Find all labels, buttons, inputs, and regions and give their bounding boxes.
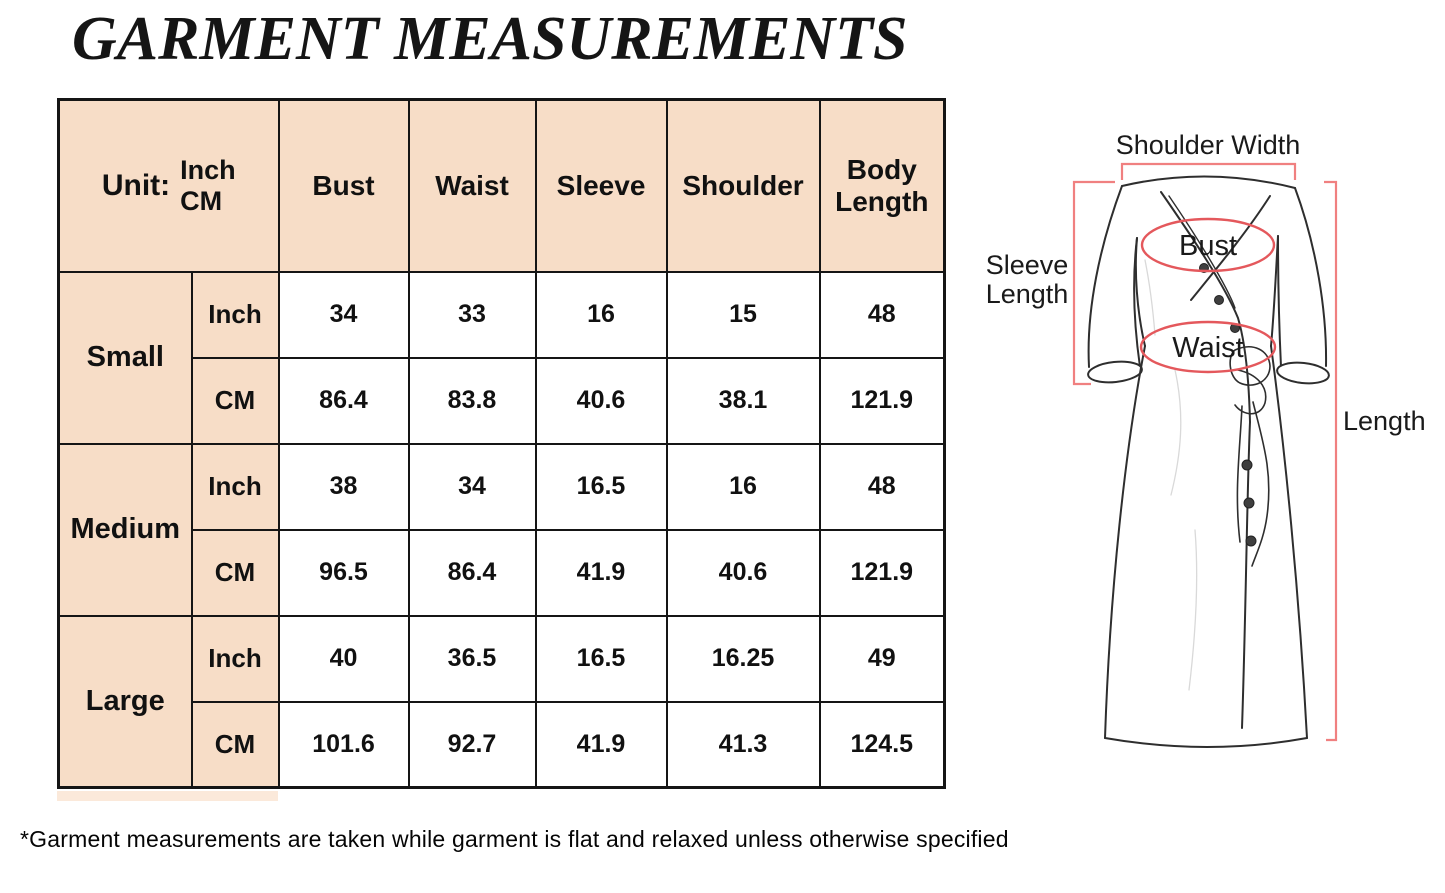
row-unit-inch: Inch — [190, 270, 280, 359]
table-row: CM 86.4 83.8 40.6 38.1 121.9 — [59, 356, 946, 445]
cell-medium-cm-sleeve: 41.9 — [534, 528, 668, 617]
sleeve-length-bracket — [1072, 180, 1115, 386]
cell-large-cm-bust: 101.6 — [277, 700, 410, 789]
row-unit-cm: CM — [190, 528, 280, 617]
column-header-sleeve: Sleeve — [534, 98, 668, 273]
cell-medium-inch-sleeve: 16.5 — [534, 442, 668, 531]
unit-inch-label: Inch — [180, 154, 236, 185]
cell-small-cm-body-length: 121.9 — [818, 356, 946, 445]
cell-small-cm-sleeve: 40.6 — [534, 356, 668, 445]
cell-large-cm-sleeve: 41.9 — [534, 700, 668, 789]
page-title: GARMENT MEASUREMENTS — [72, 5, 908, 73]
measurement-table: Unit: Inch CM Bust Waist Sleeve Shoulder… — [57, 98, 947, 789]
cell-large-inch-shoulder: 16.25 — [665, 614, 821, 703]
row-unit-inch: Inch — [190, 442, 280, 531]
table-bottom-shadow — [57, 791, 278, 801]
column-header-waist: Waist — [407, 98, 537, 273]
column-header-body-length: Body Length — [818, 98, 946, 273]
bust-label: Bust — [1179, 230, 1237, 262]
dress-measurement-diagram: Shoulder Width Sleeve Length Bust Waist … — [986, 130, 1426, 748]
bust-ellipse — [1140, 217, 1276, 273]
unit-label: Unit: — [101, 168, 171, 202]
shoulder-width-label: Shoulder Width — [1116, 130, 1301, 160]
cell-large-inch-bust: 40 — [277, 614, 410, 703]
waist-ellipse — [1139, 320, 1277, 374]
dress-sketch — [1087, 175, 1330, 748]
column-header-bust: Bust — [277, 98, 410, 273]
table-row: Large Inch 40 36.5 16.5 16.25 49 — [57, 614, 946, 789]
row-unit-inch: Inch — [190, 614, 280, 703]
size-label-small: Small — [57, 270, 193, 445]
table-row: Medium Inch 38 34 16.5 16 48 — [57, 442, 946, 617]
cell-small-inch-sleeve: 16 — [534, 270, 668, 359]
unit-cm-label: CM — [180, 185, 223, 216]
cell-large-inch-body-length: 49 — [818, 614, 946, 703]
cell-medium-cm-waist: 86.4 — [407, 528, 537, 617]
measurement-lines — [1072, 162, 1338, 742]
row-unit-cm: CM — [190, 356, 280, 445]
cell-medium-cm-body-length: 121.9 — [818, 528, 946, 617]
table-row: CM 96.5 86.4 41.9 40.6 121.9 — [59, 528, 946, 617]
cell-medium-inch-bust: 38 — [277, 442, 410, 531]
cell-large-cm-shoulder: 41.3 — [665, 700, 821, 789]
sleeve-length-label-line1: Sleeve — [986, 250, 1069, 280]
cell-large-inch-sleeve: 16.5 — [534, 614, 668, 703]
cell-large-cm-waist: 92.7 — [407, 700, 537, 789]
button-icon — [1199, 263, 1257, 547]
cell-small-inch-waist: 33 — [407, 270, 537, 359]
footnote: *Garment measurements are taken while ga… — [20, 826, 1009, 852]
table-header-row: Unit: Inch CM Bust Waist Sleeve Shoulder… — [57, 98, 946, 273]
length-bracket — [1324, 180, 1338, 742]
cell-small-inch-bust: 34 — [277, 270, 410, 359]
unit-header-cell: Unit: Inch CM — [57, 98, 280, 273]
cell-small-inch-body-length: 48 — [818, 270, 946, 359]
cell-large-inch-waist: 36.5 — [407, 614, 537, 703]
size-label-medium: Medium — [57, 442, 193, 617]
length-label: Length — [1343, 406, 1426, 436]
row-unit-cm: CM — [190, 700, 280, 789]
cell-small-cm-bust: 86.4 — [277, 356, 410, 445]
measurement-ellipses — [1139, 217, 1277, 374]
size-label-large: Large — [57, 614, 193, 789]
cell-large-cm-body-length: 124.5 — [818, 700, 946, 789]
cell-medium-inch-body-length: 48 — [818, 442, 946, 531]
table-row: CM 101.6 92.7 41.9 41.3 124.5 — [59, 700, 946, 789]
cell-medium-cm-bust: 96.5 — [277, 528, 410, 617]
cell-medium-cm-shoulder: 40.6 — [665, 528, 821, 617]
cell-medium-inch-waist: 34 — [407, 442, 537, 531]
sleeve-length-label-line2: Length — [986, 279, 1069, 309]
table-row: Small Inch 34 33 16 15 48 — [57, 270, 946, 445]
column-header-shoulder: Shoulder — [665, 98, 821, 273]
cell-small-cm-shoulder: 38.1 — [665, 356, 821, 445]
shoulder-width-bracket — [1120, 162, 1297, 180]
cell-medium-inch-shoulder: 16 — [665, 442, 821, 531]
waist-label: Waist — [1172, 332, 1243, 364]
cell-small-cm-waist: 83.8 — [407, 356, 537, 445]
cell-small-inch-shoulder: 15 — [665, 270, 821, 359]
